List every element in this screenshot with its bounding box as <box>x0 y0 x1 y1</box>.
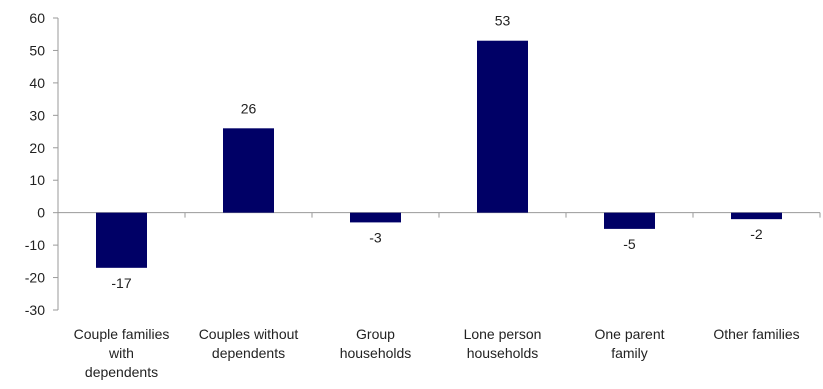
category-label-line: households <box>467 345 539 361</box>
category-label: Lone person households <box>464 326 542 361</box>
y-tick-label: 50 <box>29 42 45 58</box>
y-tick-label: -20 <box>25 270 45 286</box>
category-label: Other families <box>713 326 799 342</box>
data-label: -2 <box>750 226 763 242</box>
y-axis: 60 50 40 30 20 10 0 -10 -20 -30 <box>25 10 59 318</box>
data-labels: -17 26 -3 53 -5 -2 <box>111 13 763 291</box>
data-label: -3 <box>369 229 382 245</box>
category-label: Couple families with dependents <box>74 326 170 380</box>
category-label-line: Couple families <box>74 326 170 342</box>
category-label: Group households <box>340 326 412 361</box>
y-tick-label: 0 <box>37 205 45 221</box>
y-tick-label: -30 <box>25 302 45 318</box>
category-label-line: family <box>611 345 648 361</box>
bars <box>96 40 782 268</box>
bar <box>223 128 274 213</box>
bar <box>731 212 782 220</box>
category-label: One parent family <box>594 326 664 361</box>
bar <box>96 212 147 268</box>
category-label-line: dependents <box>212 345 285 361</box>
y-tick-label: 30 <box>29 107 45 123</box>
data-label: 26 <box>241 100 257 116</box>
category-label-line: Other families <box>713 326 799 342</box>
data-label: -5 <box>623 236 636 252</box>
y-tick-label: -10 <box>25 237 45 253</box>
bar <box>604 212 655 229</box>
y-tick-label: 60 <box>29 10 45 26</box>
data-label: -17 <box>111 275 131 291</box>
bar <box>350 212 401 223</box>
category-label-line: Lone person <box>464 326 542 342</box>
x-axis <box>57 212 821 218</box>
category-label-line: households <box>340 345 412 361</box>
category-label-line: Group <box>356 326 395 342</box>
y-tick-label: 40 <box>29 75 45 91</box>
bar <box>477 40 528 213</box>
category-label: Couples without dependents <box>199 326 299 361</box>
category-label-line: Couples without <box>199 326 299 342</box>
category-label-line: dependents <box>85 364 158 380</box>
y-tick-label: 10 <box>29 172 45 188</box>
category-label-line: with <box>108 345 134 361</box>
y-tick-label: 20 <box>29 140 45 156</box>
category-label-line: One parent <box>594 326 664 342</box>
data-label: 53 <box>495 13 511 29</box>
